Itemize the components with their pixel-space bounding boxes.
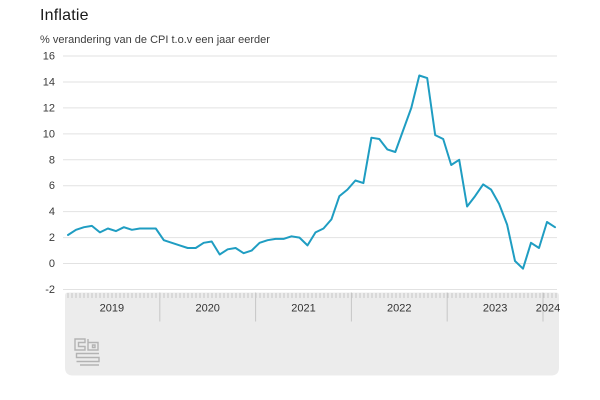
year-label: 2022 — [387, 303, 411, 315]
y-tick-label: -2 — [45, 284, 55, 296]
cbs-logo-s — [75, 352, 100, 366]
y-axis-labels: 16 14 12 10 8 6 4 2 0 -2 — [43, 51, 55, 297]
y-tick-label: 6 — [49, 180, 55, 192]
y-tick-label: 8 — [49, 154, 55, 166]
y-tick-label: 4 — [49, 206, 55, 218]
y-tick-label: 14 — [43, 76, 55, 88]
cbs-logo-b — [87, 339, 99, 351]
chart-subtitle: % verandering van de CPI t.o.v een jaar … — [40, 34, 270, 46]
cbs-logo-c — [74, 338, 86, 351]
y-tick-label: 16 — [43, 51, 55, 63]
page-title: Inflatie — [40, 7, 89, 24]
y-tick-label: 0 — [49, 258, 55, 270]
year-label: 2019 — [100, 303, 124, 315]
gridlines — [63, 55, 557, 290]
year-label: 2021 — [291, 303, 315, 315]
year-label: 2020 — [195, 303, 219, 315]
year-label: 2023 — [483, 303, 507, 315]
x-axis-band: 2019 2020 2021 2022 2023 2024 — [65, 292, 560, 376]
y-tick-label: 10 — [43, 128, 55, 140]
y-tick-label: 12 — [43, 102, 55, 114]
axis-band-background — [65, 292, 559, 376]
inflation-line — [67, 74, 556, 270]
y-tick-label: 2 — [49, 232, 55, 244]
cbs-logo — [74, 338, 100, 366]
year-label: 2024 — [536, 303, 560, 315]
